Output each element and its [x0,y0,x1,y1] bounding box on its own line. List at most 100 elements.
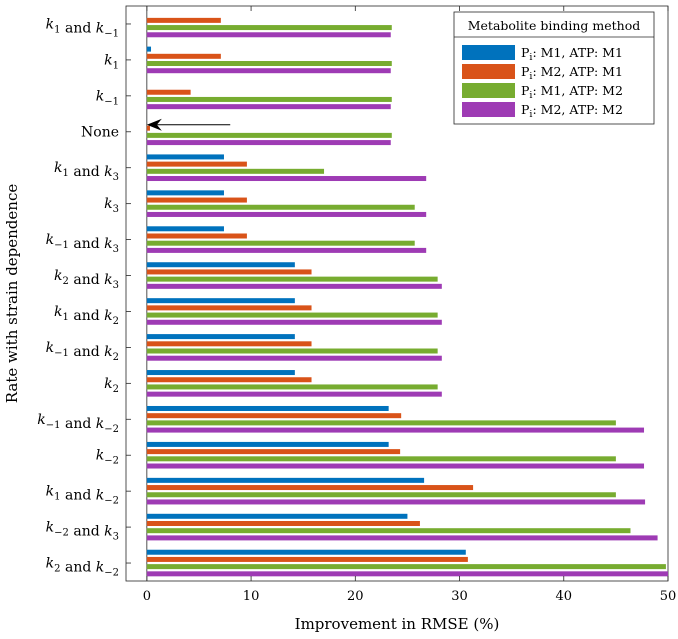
bar-7-series-2 [146,233,247,239]
bar-15-series-2 [146,520,420,526]
bar-1-series-3 [146,25,392,31]
bar-14-series-3 [146,492,616,498]
plot-frame [125,5,669,582]
bar-14-series-4 [146,499,646,505]
bar-14-series-2 [146,485,474,491]
bar-11-series-2 [146,377,312,383]
legend-swatch-2 [462,64,515,79]
bar-9-series-2 [146,305,312,311]
bar-12-series-4 [146,427,645,433]
y-tick-label-2: k−1 [96,88,119,107]
legend-swatch-4 [462,102,515,117]
y-tick-label-0: k1 and k−1 [46,16,119,39]
bar-8-series-4 [146,283,442,289]
bar-group [146,10,668,577]
legend-swatch-1 [462,45,515,60]
bar-15-series-3 [146,528,631,534]
bar-7-series-3 [146,240,415,246]
bar-15-series-4 [146,535,658,541]
bar-16-series-4 [146,571,668,577]
bar-14-series-1 [146,477,425,483]
x-axis-label: Improvement in RMSE (%) [295,615,500,633]
bar-11-series-4 [146,391,442,397]
bar-4-series-4 [146,140,391,146]
bar-9-series-3 [146,312,438,318]
bar-2-series-2 [146,53,221,59]
bar-8-series-2 [146,269,312,275]
y-tick-label-3: None [81,124,119,140]
bar-6-series-1 [146,190,224,196]
annotation-arrow [146,118,231,131]
x-tick-label-4: 40 [555,589,572,604]
y-tick-label-4: k1 and k3 [54,160,119,183]
bar-8-series-3 [146,276,438,282]
bar-5-series-2 [146,161,247,167]
bar-3-series-2 [146,89,191,95]
bar-1-series-2 [146,17,221,23]
bar-8-series-1 [146,262,295,268]
bar-16-series-1 [146,549,466,555]
bar-2-series-4 [146,68,391,74]
y-tick-label-9: k−1 and k2 [46,340,119,363]
x-tick-label-2: 20 [347,589,364,604]
bar-10-series-4 [146,355,442,361]
y-axis: k1 and k−1 k1 k−1 None k1 and k3 k3 k−1 and k3… [37,16,131,579]
x-axis: 0 10 20 30 40 50 [143,6,677,604]
bar-13-series-3 [146,456,616,462]
bar-16-series-3 [146,564,666,570]
bar-9-series-4 [146,319,442,325]
bar-11-series-1 [146,370,295,376]
x-tick-label-1: 10 [243,589,260,604]
bar-10-series-3 [146,348,438,354]
legend-label-4: Pi: M2, ATP: M2 [521,102,623,120]
y-tick-label-15: k2 and k−2 [46,556,119,579]
bar-7-series-1 [146,226,224,232]
bar-6-series-4 [146,211,427,217]
bar-12-series-3 [146,420,616,426]
bar-5-series-1 [146,154,224,160]
y-tick-label-14: k−2 and k3 [46,520,119,543]
x-tick-label-3: 30 [451,589,468,604]
x-tick-label-5: 50 [660,589,677,604]
bar-6-series-2 [146,197,247,203]
bar-4-series-3 [146,132,392,138]
x-tick-label-0: 0 [143,589,151,604]
legend-title: Metabolite binding method [468,18,641,33]
legend-label-1: Pi: M1, ATP: M1 [521,45,623,63]
legend-swatch-3 [462,83,515,98]
bar-16-series-2 [146,556,468,562]
y-tick-label-8: k1 and k2 [54,304,119,327]
y-tick-label-13: k1 and k−2 [46,484,119,507]
bar-15-series-1 [146,513,408,519]
bar-12-series-1 [146,405,389,411]
bar-5-series-3 [146,168,325,174]
bar-11-series-3 [146,384,438,390]
bar-13-series-4 [146,463,645,469]
y-tick-label-5: k3 [104,196,119,215]
legend: Metabolite binding method Pi: M1, ATP: M1… [453,11,655,125]
y-tick-label-7: k2 and k3 [54,268,119,291]
bar-10-series-2 [146,341,312,347]
bar-3-series-3 [146,96,392,102]
bar-6-series-3 [146,204,415,210]
legend-label-2: Pi: M2, ATP: M1 [521,64,623,82]
bar-13-series-1 [146,441,389,447]
bar-7-series-4 [146,247,427,253]
y-axis-label: Rate with strain dependence [3,184,21,404]
y-tick-label-11: k−1 and k−2 [37,412,119,435]
arrow-head [146,118,162,131]
bar-2-series-1 [146,46,152,52]
bar-10-series-1 [146,334,295,340]
y-tick-label-1: k1 [104,52,119,71]
legend-label-3: Pi: M1, ATP: M2 [521,83,623,101]
bar-9-series-1 [146,298,295,304]
bar-4-series-2 [146,125,150,131]
bar-5-series-4 [146,176,427,182]
y-tick-label-6: k−1 and k3 [46,232,119,255]
y-tick-label-10: k2 [104,376,119,395]
bar-3-series-4 [146,104,391,110]
bar-2-series-3 [146,61,392,67]
bar-13-series-2 [146,449,401,455]
bar-1-series-4 [146,32,391,38]
